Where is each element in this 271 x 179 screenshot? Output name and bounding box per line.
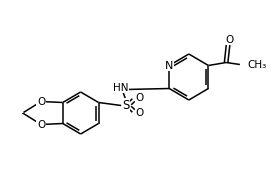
Text: HN: HN [113, 83, 129, 93]
Text: O: O [136, 93, 144, 103]
Text: O: O [225, 35, 233, 45]
Text: O: O [37, 120, 45, 129]
Text: CH₃: CH₃ [248, 59, 267, 69]
Text: O: O [37, 96, 45, 107]
Text: S: S [122, 99, 130, 112]
Text: N: N [165, 61, 173, 71]
Text: O: O [136, 108, 144, 118]
